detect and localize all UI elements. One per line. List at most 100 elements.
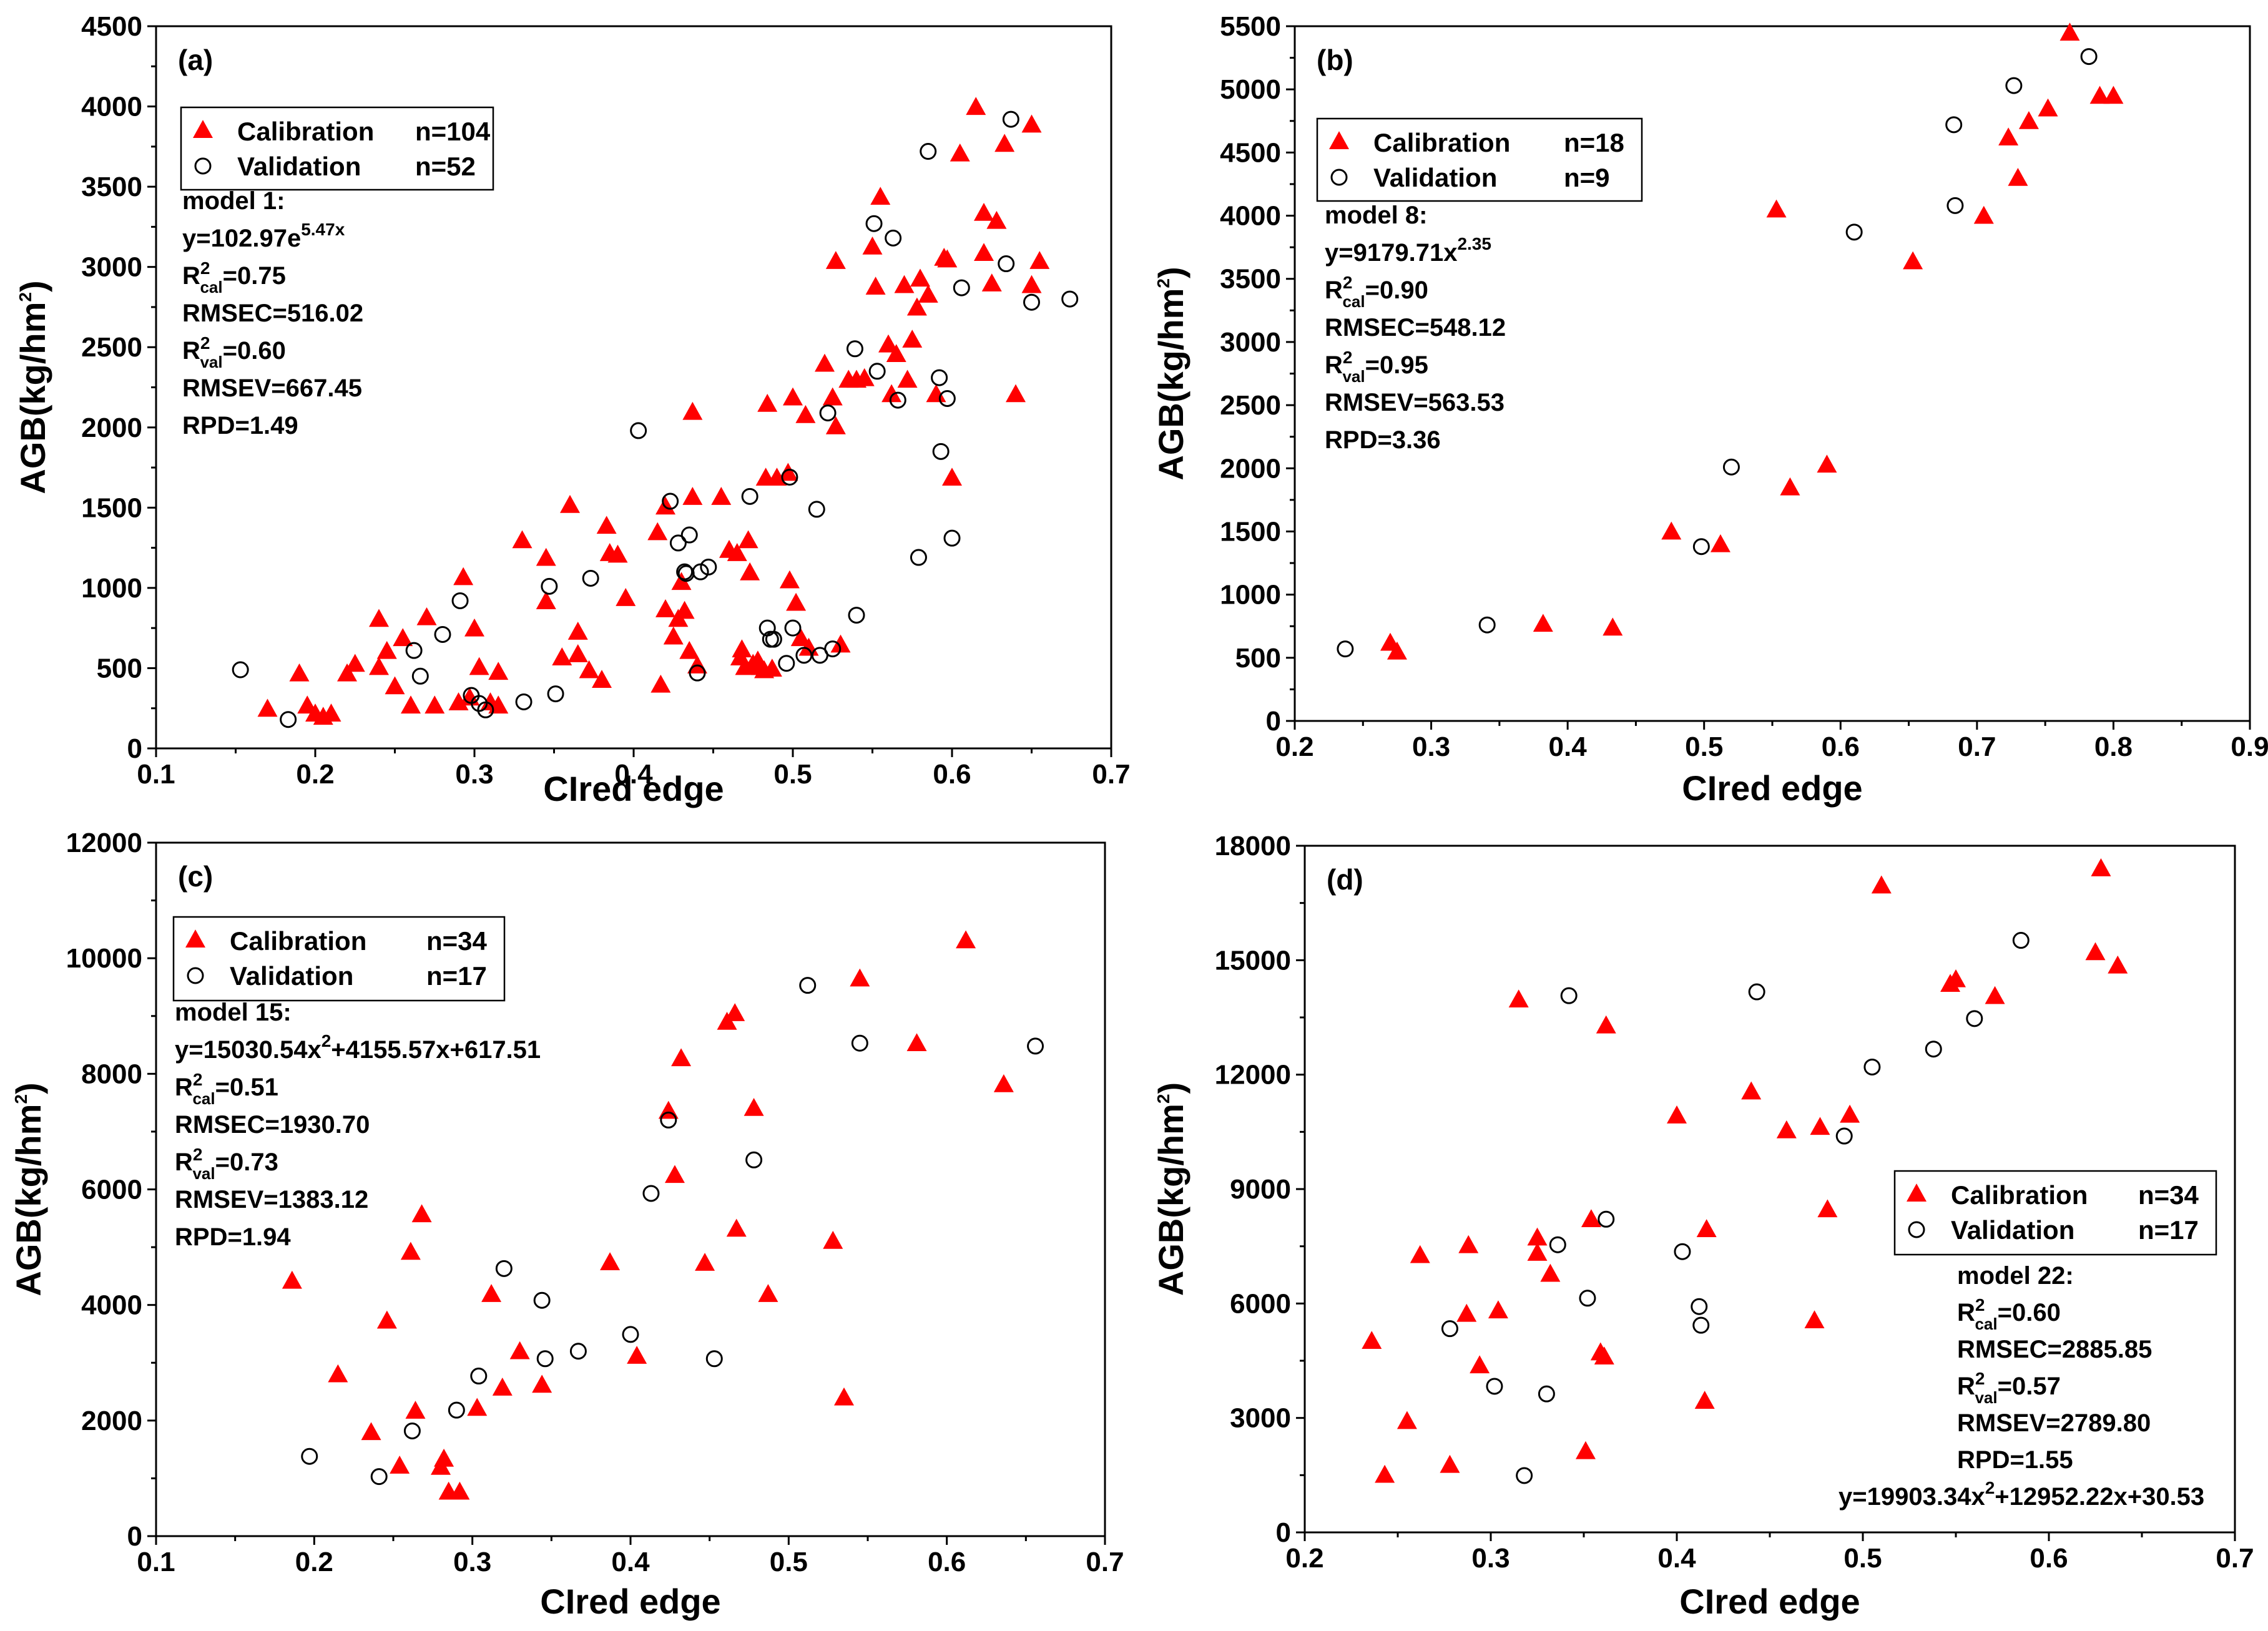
validation-point [477, 701, 494, 718]
calibration-point [1540, 1263, 1561, 1282]
validation-point [448, 1401, 465, 1419]
calibration-point [1596, 1015, 1616, 1034]
validation-point [1538, 1385, 1555, 1403]
x-axis-label: CIred edge [540, 1582, 720, 1621]
validation-point [471, 695, 488, 712]
calibration-point [762, 659, 782, 677]
calibration-point [560, 494, 580, 513]
validation-point [705, 1350, 723, 1368]
rpd: RPD=1.94 [175, 1223, 291, 1251]
calibration-point [536, 591, 556, 609]
calibration-point [655, 496, 675, 515]
calibration-point [257, 698, 278, 717]
validation-point [745, 1151, 763, 1168]
validation-point [1691, 1298, 1708, 1315]
legend-sample-count: n=34 [426, 926, 488, 956]
validation-point [1966, 1010, 1983, 1027]
calibration-point [664, 1165, 685, 1183]
calibration-point [385, 676, 405, 695]
calibration-point [1840, 1104, 1860, 1123]
calibration-point [345, 654, 365, 672]
calibration-point [950, 143, 970, 162]
x-tick-label: 0.2 [295, 1547, 333, 1577]
calibration-point [579, 660, 599, 678]
y-tick-label: 12000 [1215, 1060, 1291, 1090]
calibration-point [986, 210, 1007, 229]
calibration-point [2059, 22, 2080, 41]
calibration-point [464, 618, 484, 637]
model-equation: y=102.97e5.47x [182, 220, 345, 252]
validation-point [582, 569, 599, 587]
model-equation: y=15030.54x2+4155.57x+617.51 [175, 1031, 541, 1064]
y-tick-label: 3000 [1220, 327, 1281, 358]
calibration-point [886, 344, 906, 363]
y-tick-label: 0 [127, 733, 142, 764]
x-axis-label: CIred edge [1679, 1582, 1860, 1621]
calibration-point [469, 657, 489, 675]
calibration-point [870, 187, 891, 205]
validation-point [403, 1422, 421, 1439]
calibration-point [906, 1033, 927, 1052]
validation-point [370, 1468, 388, 1486]
y-tick-label: 1000 [1220, 580, 1281, 610]
validation-point [953, 279, 970, 296]
validation-point [2012, 932, 2030, 949]
legend-sample-count: n=34 [2138, 1180, 2199, 1210]
panel-b: 0.2 0.3 0.4 0.5 0.6 0.7 0.8 0.9 0 500 1000 1500 2000… [1151, 11, 2268, 808]
calibration-point [732, 639, 752, 658]
calibration-point [1667, 1105, 1687, 1124]
validation-point [451, 592, 469, 609]
calibration-point [1903, 251, 1923, 270]
x-tick-label: 0.7 [1958, 732, 1996, 762]
legend-sample-count: n=104 [415, 117, 491, 146]
calibration-point [830, 634, 851, 653]
calibration-point [1021, 275, 1042, 293]
x-tick-label: 0.6 [2030, 1543, 2068, 1574]
validation-point [232, 661, 249, 678]
y-tick-label: 3000 [1230, 1403, 1291, 1434]
x-tick-label: 0.4 [611, 1547, 650, 1577]
validation-point [938, 389, 956, 407]
calibration-point [687, 655, 707, 673]
calibration-point [786, 592, 807, 611]
x-axis-label: CIred edge [1682, 768, 1862, 808]
calibration-point [682, 401, 703, 420]
calibration-point [467, 1398, 488, 1416]
validation-point [622, 1326, 639, 1343]
calibration-point [1456, 1303, 1477, 1322]
validation-point [868, 363, 886, 380]
x-tick-label: 0.8 [2094, 732, 2133, 762]
y-tick-label: 500 [1235, 643, 1281, 673]
x-tick-label: 0.5 [1843, 1543, 1882, 1574]
legend-sample-count: n=52 [415, 152, 476, 181]
legend-box [1316, 117, 1643, 202]
validation-point [434, 625, 451, 643]
calibration-point [725, 1003, 745, 1021]
y-tick-label: 4500 [81, 11, 142, 42]
validation-point [680, 526, 698, 544]
legend-box [180, 106, 494, 191]
calibration-point [1973, 205, 1994, 224]
calibration-point [974, 202, 994, 221]
legend-series-name: Validation [1373, 163, 1497, 192]
calibration-point [823, 1230, 843, 1249]
calibration-point [834, 1387, 854, 1406]
validation-point [536, 1350, 554, 1368]
calibration-point [401, 695, 421, 714]
calibration-point [390, 1456, 410, 1474]
calibration-point [993, 1074, 1014, 1092]
r2-cal: R2 cal=0.60 [1957, 1295, 2061, 1333]
calibration-point [1488, 1300, 1508, 1319]
validation-point [1945, 116, 1963, 134]
calibration-point [411, 1204, 432, 1223]
validation-point [920, 143, 937, 160]
validation-point [851, 1034, 868, 1052]
y-tick-label: 3500 [1220, 264, 1281, 295]
calibration-point [679, 640, 700, 659]
calibration-point [767, 468, 787, 486]
x-tick-label: 0.4 [1657, 1543, 1696, 1574]
calibration-point [906, 297, 927, 316]
validation-point [808, 501, 825, 518]
calibration-point [918, 285, 938, 303]
x-tick-label: 0.5 [770, 1547, 808, 1577]
